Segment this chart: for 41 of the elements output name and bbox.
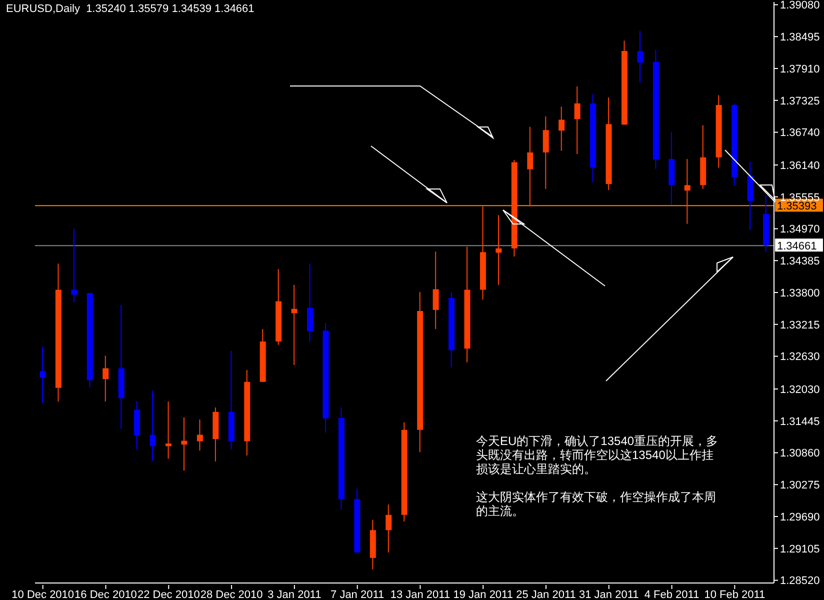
candlestick (291, 284, 298, 365)
y-tick-label: 1.37910 (780, 63, 820, 76)
candlestick (496, 215, 502, 285)
y-tick-label: 1.30275 (780, 480, 820, 492)
y-tick-label: 1.31445 (780, 416, 820, 428)
ref-line-label: 1.35393 (777, 200, 817, 213)
y-tick-label: 1.36740 (780, 127, 820, 140)
y-tick-label: 1.32630 (780, 351, 820, 364)
x-tick-label: 19 Jan 2011 (453, 589, 513, 600)
y-tick-label: 1.38495 (780, 32, 820, 44)
y-tick-label: 1.34970 (780, 224, 820, 236)
candlestick (181, 417, 188, 471)
x-tick-label: 16 Dec 2010 (74, 589, 137, 600)
x-tick-label: 28 Dec 2010 (200, 589, 263, 600)
y-tick-label: 1.33800 (780, 287, 820, 300)
candlestick (71, 228, 78, 302)
y-tick-label: 1.30860 (780, 448, 820, 460)
x-tick-label: 3 Jan 2011 (268, 589, 322, 600)
annotation: 今天EU的下滑，确认了13540重压的开展，多头既没有出路，转而作空以这13540以上作挂损该是让心里踏实的。 (476, 434, 720, 476)
x-tick-label: 22 Dec 2010 (137, 589, 200, 600)
y-tick-label: 1.33215 (780, 319, 820, 332)
y-tick-label: 1.37325 (780, 95, 820, 108)
y-tick-label: 1.36140 (780, 160, 820, 172)
chart-title: EURUSD,Daily 1.35240 1.35579 1.34539 1.34661 (6, 3, 254, 15)
x-tick-label: 25 Jan 2011 (516, 589, 576, 600)
x-tick-label: 10 Dec 2010 (12, 589, 74, 600)
x-tick-label: 13 Jan 2011 (390, 589, 450, 600)
x-tick-label: 7 Jan 2011 (330, 589, 384, 600)
y-tick-label: 1.29105 (780, 543, 820, 556)
y-tick-label: 1.34385 (780, 256, 820, 268)
x-tick-label: 4 Feb 2011 (644, 589, 700, 600)
ref-line-label: 1.34661 (777, 240, 817, 253)
y-tick-label: 1.32030 (780, 384, 820, 396)
y-tick-label: 1.29690 (780, 511, 820, 524)
x-tick-label: 10 Feb 2011 (704, 589, 766, 600)
y-tick-label: 1.28520 (780, 575, 820, 588)
candlestick (166, 402, 172, 459)
y-tick-label: 1.39080 (780, 0, 820, 12)
candlestick (684, 158, 690, 224)
x-tick-label: 31 Jan 2011 (579, 589, 639, 600)
annotation: 这大阴实体作了有效下破，作空操作成了本周的主流。 (476, 490, 717, 518)
